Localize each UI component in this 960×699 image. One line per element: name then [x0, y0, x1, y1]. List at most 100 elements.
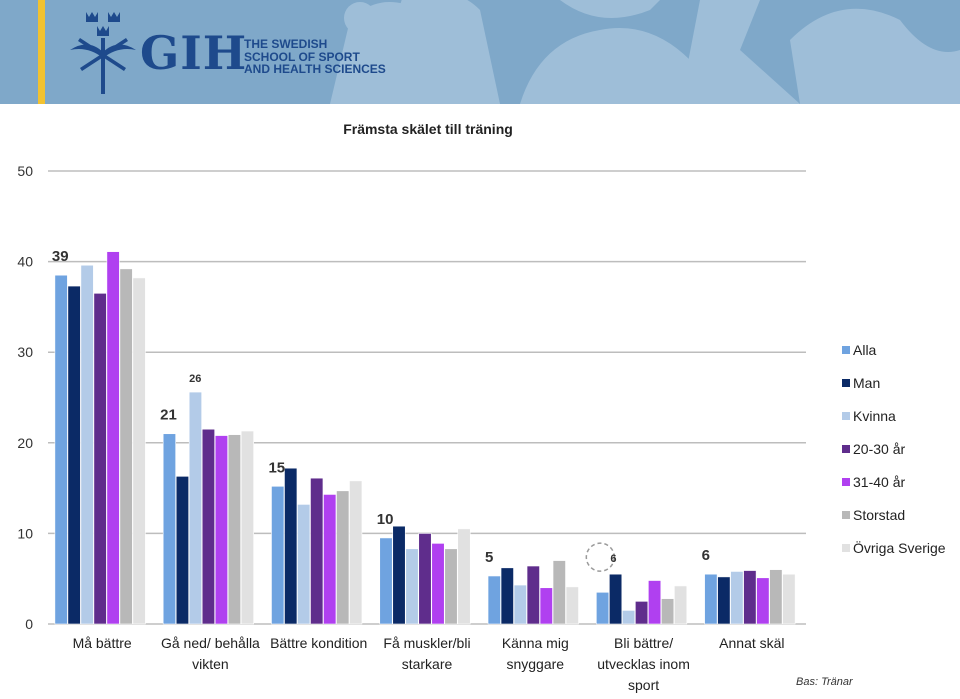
bar [457, 528, 471, 625]
legend-label: 31-40 år [853, 474, 905, 490]
data-label: 6 [702, 547, 710, 564]
bar [201, 428, 215, 625]
bar [526, 565, 540, 625]
bar [54, 274, 68, 625]
legend-swatch [842, 379, 850, 387]
x-tick-label: Få muskler/bli [383, 635, 470, 651]
bar [500, 567, 514, 625]
bar [513, 584, 527, 625]
bar [297, 504, 311, 625]
x-tick-label: snyggare [506, 656, 564, 672]
header-banner: GIH THE SWEDISH SCHOOL OF SPORT AND HEAL… [0, 0, 960, 104]
legend-swatch [842, 511, 850, 519]
bar [717, 576, 731, 625]
bar [119, 268, 133, 625]
bar [132, 277, 146, 625]
bar [756, 577, 770, 625]
y-tick-label: 30 [17, 344, 33, 360]
x-tick-label: Bli bättre/ [614, 635, 673, 651]
bar [227, 434, 241, 625]
bar [188, 391, 202, 625]
data-label: 15 [268, 459, 285, 476]
bar [93, 293, 107, 625]
bar [769, 569, 783, 625]
legend-label: Storstad [853, 507, 905, 523]
bar [730, 571, 744, 625]
data-label: 39 [52, 248, 69, 265]
legend-label: Man [853, 375, 880, 391]
bar [67, 285, 81, 625]
legend-swatch [842, 412, 850, 420]
data-label: 6 [610, 553, 616, 565]
bar [487, 575, 501, 625]
bar [175, 476, 189, 625]
legend-swatch [842, 445, 850, 453]
x-tick-label: starkare [402, 656, 453, 672]
x-tick-label: Annat skäl [719, 635, 784, 651]
bar [635, 601, 649, 625]
bar [622, 610, 636, 625]
y-tick-label: 0 [25, 616, 33, 632]
legend-label: Alla [853, 342, 877, 358]
bar [661, 598, 675, 625]
bar [609, 573, 623, 625]
bar [336, 490, 350, 625]
bar [418, 533, 432, 625]
bar [704, 573, 718, 625]
x-tick-label: utvecklas inom [597, 656, 690, 672]
bar [674, 585, 688, 625]
data-label: 26 [189, 373, 201, 385]
x-tick-label: Gå ned/ behålla [161, 635, 260, 651]
bar [379, 537, 393, 625]
bar [431, 543, 445, 625]
bar [271, 485, 285, 625]
data-label: 10 [377, 511, 394, 528]
y-tick-label: 40 [17, 254, 33, 270]
logo-subtitle: THE SWEDISH SCHOOL OF SPORT AND HEALTH S… [244, 38, 386, 76]
bar [392, 525, 406, 625]
legend-label: Övriga Sverige [853, 539, 946, 556]
bar [539, 587, 553, 625]
y-tick-label: 50 [17, 163, 33, 179]
bar [214, 435, 228, 625]
bar [648, 580, 662, 625]
data-label: 5 [485, 549, 493, 566]
data-label: 21 [160, 407, 177, 424]
logo-subtitle-line: AND HEALTH SCIENCES [244, 62, 386, 76]
bar [565, 586, 579, 625]
chart-title: Främsta skälet till träning [343, 121, 513, 137]
bar [162, 433, 176, 625]
x-tick-label: Känna mig [502, 635, 569, 651]
legend-label: Kvinna [853, 408, 896, 424]
yellow-stripe [38, 0, 45, 104]
bar [596, 591, 610, 625]
bar [782, 573, 796, 625]
logo-subtitle-line: THE SWEDISH [244, 37, 328, 51]
legend-swatch [842, 346, 850, 354]
bar [743, 570, 757, 625]
legend-label: 20-30 år [853, 441, 905, 457]
bar [444, 548, 458, 625]
bar [284, 467, 298, 625]
x-tick-label: sport [628, 677, 659, 693]
logo-subtitle-line: SCHOOL OF SPORT [244, 49, 360, 64]
legend-swatch [842, 544, 850, 552]
bar [310, 477, 324, 625]
bar-chart: Främsta skälet till träning 0 10 20 30 40 50 Må… [17, 121, 946, 693]
bar [240, 430, 254, 625]
bar [405, 548, 419, 625]
highlight-circle-icon [585, 542, 616, 572]
legend-swatch [842, 478, 850, 486]
bar [106, 251, 120, 625]
x-tick-label: vikten [192, 656, 229, 672]
bar [552, 560, 566, 625]
footnote: Bas: Tränar [796, 676, 853, 688]
logo-text: GIH [140, 26, 248, 80]
y-tick-label: 10 [17, 525, 33, 541]
bar [80, 264, 94, 625]
crown-pattern-decoration [330, 0, 960, 104]
y-tick-label: 20 [17, 435, 33, 451]
crowns-emblem-icon [70, 12, 136, 94]
bar [323, 494, 337, 625]
x-tick-label: Må bättre [73, 635, 132, 651]
